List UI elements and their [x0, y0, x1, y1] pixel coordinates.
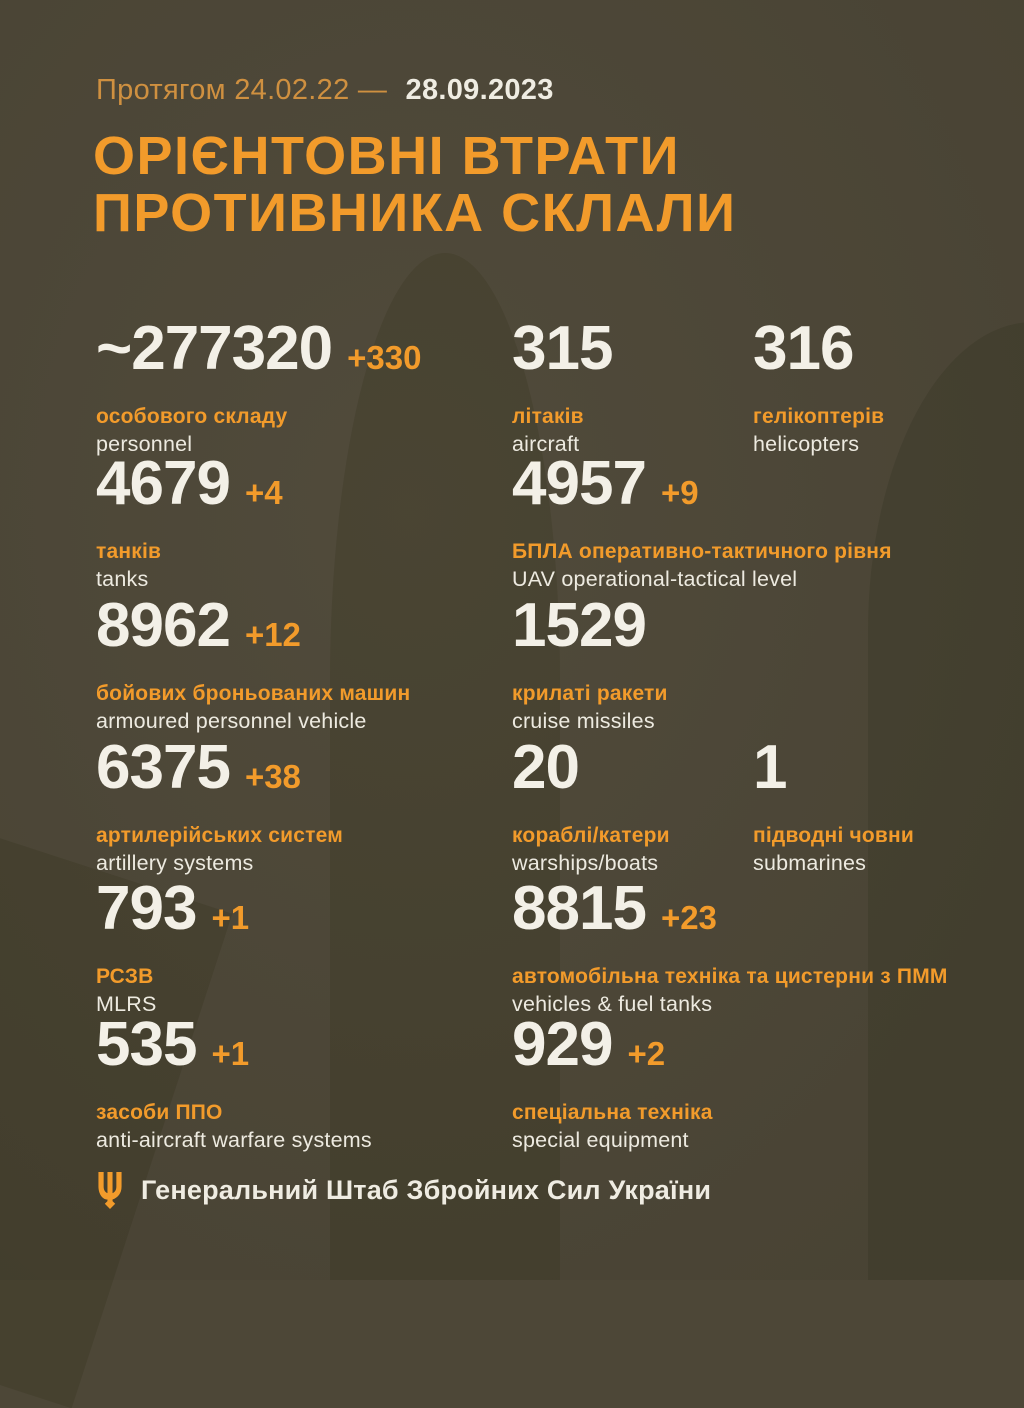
- stat-value: 315: [512, 314, 613, 383]
- stat-value: 20: [512, 733, 580, 802]
- stat-label-en: aircraft: [512, 432, 580, 456]
- stat-delta: +38: [244, 758, 301, 795]
- title-line-2: ПРОТИВНИКА СКЛАЛИ: [93, 183, 737, 243]
- stat-value: 1: [753, 733, 787, 802]
- stat-value: 8962: [96, 591, 231, 660]
- stat-value: ~277320: [96, 314, 333, 383]
- organization-name: Генеральний Штаб Збройних Сил України: [141, 1175, 712, 1205]
- stat-special-equipment: 929 +2 спеціальна техніка special equipme…: [512, 1014, 713, 1153]
- stat-delta: +23: [660, 899, 717, 936]
- stat-label-en: artillery systems: [96, 851, 254, 875]
- stat-label-en: warships/boats: [512, 851, 659, 875]
- stat-delta: +1: [211, 1035, 250, 1072]
- stat-value: 793: [96, 874, 197, 943]
- stat-label-ua: спеціальна техніка: [512, 1101, 713, 1124]
- stat-label-ua: підводні човни: [753, 824, 915, 847]
- stat-delta: +9: [660, 474, 699, 511]
- stat-vehicles-fuel-tanks: 8815 +23 автомобільна техніка та цистерни…: [512, 878, 948, 1017]
- stat-value: 4679: [96, 449, 231, 518]
- stat-label-en: cruise missiles: [512, 709, 655, 733]
- stat-mlrs: 793 +1 РСЗВ MLRS: [96, 878, 249, 1017]
- stat-label-en: vehicles & fuel tanks: [512, 992, 713, 1016]
- stat-label-en: MLRS: [96, 992, 157, 1016]
- stat-warships: 20 кораблі/катери warships/boats: [512, 737, 670, 876]
- stat-label-ua: артилерійських систем: [96, 824, 343, 847]
- stat-value: 316: [753, 314, 854, 383]
- page-title: ОРІЄНТОВНІ ВТРАТИ ПРОТИВНИКА СКЛАЛИ: [93, 128, 736, 242]
- stat-anti-aircraft: 535 +1 засоби ППО anti-aircraft warfare s…: [96, 1014, 372, 1153]
- stat-label-en: special equipment: [512, 1128, 689, 1152]
- stat-tanks: 4679 +4 танків tanks: [96, 453, 283, 592]
- stat-label-en: helicopters: [753, 432, 860, 456]
- stat-helicopters: 316 гелікоптерів helicopters: [753, 318, 884, 457]
- stat-value: 8815: [512, 874, 647, 943]
- stat-delta: +4: [244, 474, 283, 511]
- stat-delta: +330: [347, 339, 422, 376]
- report-date: 28.09.2023: [405, 74, 554, 106]
- stat-label-ua: танків: [96, 540, 162, 563]
- stat-value: 1529: [512, 591, 647, 660]
- stat-label-ua: гелікоптерів: [753, 405, 885, 428]
- stat-label-ua: РСЗВ: [96, 965, 154, 988]
- stat-value: 4957: [512, 449, 647, 518]
- tryzub-icon: [96, 1172, 124, 1209]
- stat-label-ua: засоби ППО: [96, 1101, 223, 1124]
- stat-value: 929: [512, 1010, 613, 1079]
- period-start-label: Протягом 24.02.22 —: [96, 74, 388, 106]
- report-period: Протягом 24.02.22 — 28.09.2023: [96, 74, 554, 107]
- stat-cruise-missiles: 1529 крилаті ракети cruise missiles: [512, 595, 668, 734]
- stat-armoured-vehicles: 8962 +12 бойових броньованих машин armour…: [96, 595, 410, 734]
- stat-artillery: 6375 +38 артилерійських систем artillery …: [96, 737, 343, 876]
- stat-label-ua: кораблі/катери: [512, 824, 670, 847]
- stat-label-en: anti-aircraft warfare systems: [96, 1128, 372, 1152]
- stat-label-ua: БПЛА оперативно-тактичного рівня: [512, 540, 892, 563]
- stat-label-ua: особового складу: [96, 405, 288, 428]
- footer: Генеральний Штаб Збройних Сил України: [96, 1172, 711, 1209]
- stat-label-en: submarines: [753, 851, 867, 875]
- stat-delta: +2: [627, 1035, 666, 1072]
- stat-label-en: armoured personnel vehicle: [96, 709, 367, 733]
- stat-submarines: 1 підводні човни submarines: [753, 737, 914, 876]
- stat-delta: +12: [244, 616, 301, 653]
- stat-label-en: personnel: [96, 432, 193, 456]
- stat-label-ua: автомобільна техніка та цистерни з ПММ: [512, 965, 948, 988]
- stat-aircraft: 315 літаків aircraft: [512, 318, 627, 457]
- stat-label-en: UAV operational-tactical level: [512, 567, 798, 591]
- stat-label-ua: літаків: [512, 405, 584, 428]
- stat-value: 535: [96, 1010, 197, 1079]
- stat-personnel: ~277320 +330 особового складу personnel: [96, 318, 421, 457]
- stat-label-ua: бойових броньованих машин: [96, 682, 411, 705]
- title-line-1: ОРІЄНТОВНІ ВТРАТИ: [93, 126, 680, 186]
- stat-label-ua: крилаті ракети: [512, 682, 668, 705]
- stat-delta: +1: [211, 899, 250, 936]
- stat-value: 6375: [96, 733, 231, 802]
- stat-label-en: tanks: [96, 567, 149, 591]
- stat-uav: 4957 +9 БПЛА оперативно-тактичного рівня …: [512, 453, 892, 592]
